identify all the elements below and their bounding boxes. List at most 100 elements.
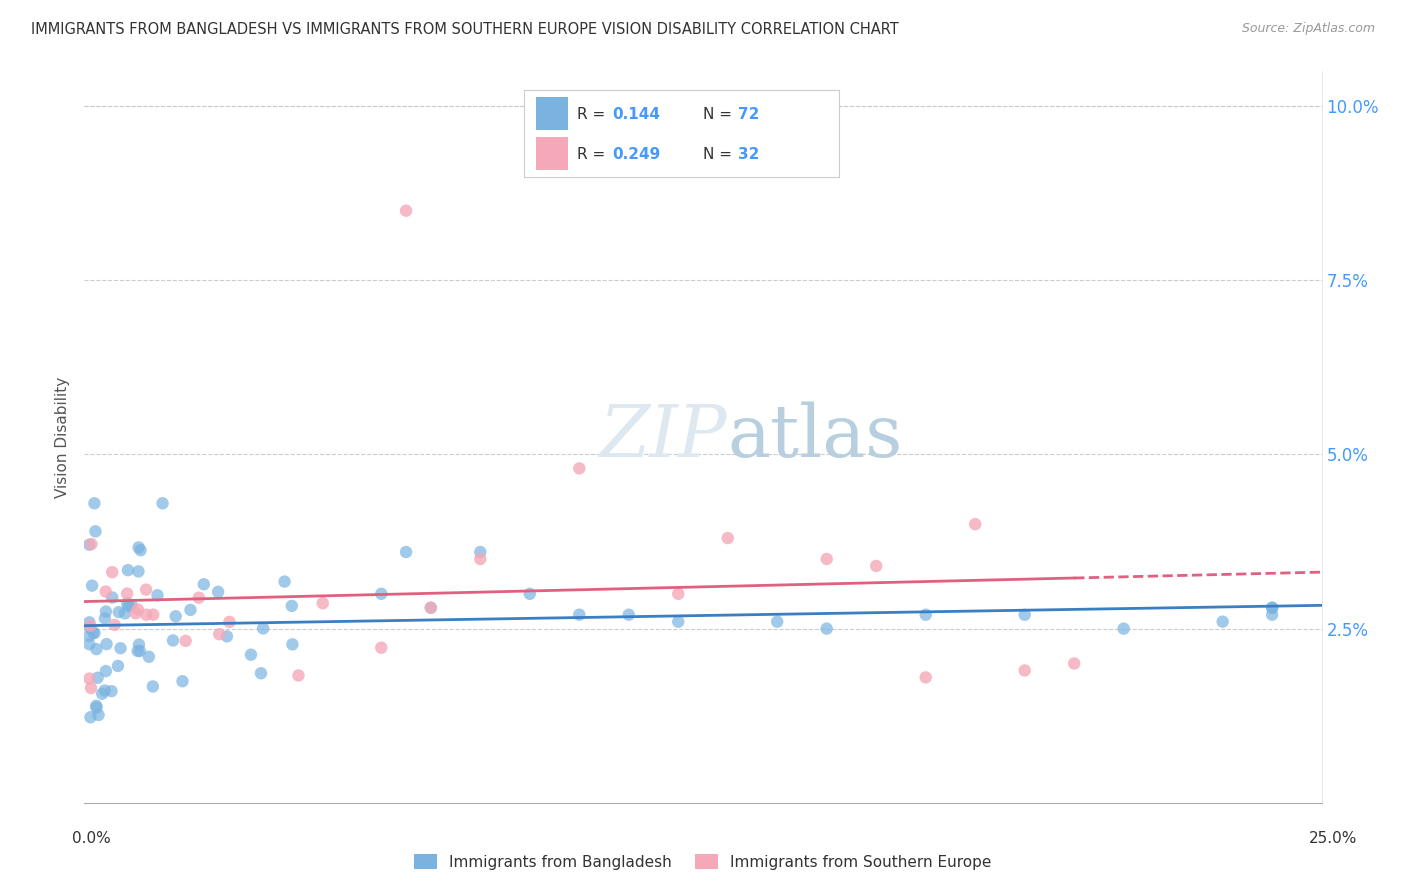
Point: [82, 625, 104, 640]
Text: 0.0%: 0.0%: [72, 831, 111, 846]
Point: [79, 618, 101, 632]
Point: [162, 633, 184, 648]
Point: [419, 600, 441, 615]
Point: [207, 585, 229, 599]
Point: [110, 641, 132, 656]
Point: [94, 664, 117, 678]
Point: [115, 586, 138, 600]
Point: [79, 615, 101, 630]
Point: [79, 538, 101, 552]
Point: [172, 674, 194, 689]
Point: [86, 642, 108, 657]
Point: [617, 607, 640, 622]
Y-axis label: Vision Disability: Vision Disability: [55, 376, 70, 498]
Point: [128, 541, 150, 555]
Point: [138, 649, 160, 664]
Point: [135, 607, 157, 622]
Point: [370, 587, 392, 601]
Point: [86, 671, 108, 685]
Point: [80, 579, 103, 593]
Point: [125, 607, 148, 621]
Point: [666, 615, 689, 629]
Point: [1112, 622, 1135, 636]
Point: [79, 629, 101, 643]
Point: [87, 708, 110, 723]
Point: [117, 599, 139, 614]
Point: [84, 524, 107, 539]
Text: atlas: atlas: [728, 401, 903, 473]
Point: [312, 596, 335, 610]
Point: [568, 607, 591, 622]
Point: [1261, 600, 1284, 615]
Point: [115, 596, 138, 610]
Point: [914, 670, 936, 684]
Point: [208, 627, 231, 641]
Point: [108, 605, 131, 619]
Point: [193, 577, 215, 591]
Point: [86, 700, 108, 714]
Point: [127, 644, 149, 658]
Point: [79, 620, 101, 634]
Point: [114, 607, 136, 621]
Point: [568, 461, 591, 475]
Point: [94, 605, 117, 619]
Text: IMMIGRANTS FROM BANGLADESH VS IMMIGRANTS FROM SOUTHERN EUROPE VISION DISABILITY : IMMIGRANTS FROM BANGLADESH VS IMMIGRANTS…: [31, 22, 898, 37]
Point: [250, 666, 273, 681]
Point: [79, 637, 101, 651]
Point: [120, 598, 142, 612]
Point: [127, 602, 149, 616]
Text: ZIP: ZIP: [600, 401, 728, 473]
Point: [914, 607, 936, 622]
Point: [281, 599, 304, 613]
Text: 25.0%: 25.0%: [1309, 831, 1357, 846]
Point: [84, 698, 107, 713]
Point: [965, 517, 987, 532]
Point: [117, 563, 139, 577]
Point: [419, 600, 441, 615]
Point: [94, 611, 117, 625]
Point: [129, 644, 152, 658]
Point: [281, 637, 304, 651]
Point: [100, 684, 122, 698]
Point: [865, 558, 887, 573]
Point: [370, 640, 392, 655]
Point: [101, 565, 124, 579]
Point: [395, 203, 418, 218]
Point: [142, 680, 165, 694]
Point: [1261, 607, 1284, 622]
Point: [146, 588, 169, 602]
Point: [815, 552, 838, 566]
Point: [273, 574, 295, 589]
Point: [1014, 664, 1036, 678]
Point: [252, 622, 274, 636]
Point: [94, 683, 117, 698]
Point: [1212, 615, 1234, 629]
Point: [80, 681, 103, 695]
Point: [470, 545, 492, 559]
Point: [104, 618, 127, 632]
Point: [239, 648, 262, 662]
Point: [766, 615, 789, 629]
Point: [179, 603, 201, 617]
Point: [287, 668, 309, 682]
Point: [129, 543, 152, 558]
Point: [395, 545, 418, 559]
Point: [107, 659, 129, 673]
Point: [215, 629, 238, 643]
Point: [128, 638, 150, 652]
Point: [1063, 657, 1085, 671]
Point: [135, 582, 157, 597]
Point: [815, 622, 838, 636]
Point: [218, 615, 240, 629]
Point: [1014, 607, 1036, 622]
Point: [101, 591, 124, 605]
Point: [1261, 600, 1284, 615]
Point: [79, 710, 101, 724]
Point: [470, 552, 492, 566]
Point: [187, 591, 209, 605]
Text: Source: ZipAtlas.com: Source: ZipAtlas.com: [1241, 22, 1375, 36]
Point: [142, 607, 165, 622]
Point: [83, 626, 105, 640]
Legend: Immigrants from Bangladesh, Immigrants from Southern Europe: Immigrants from Bangladesh, Immigrants f…: [408, 847, 998, 876]
Point: [79, 672, 101, 686]
